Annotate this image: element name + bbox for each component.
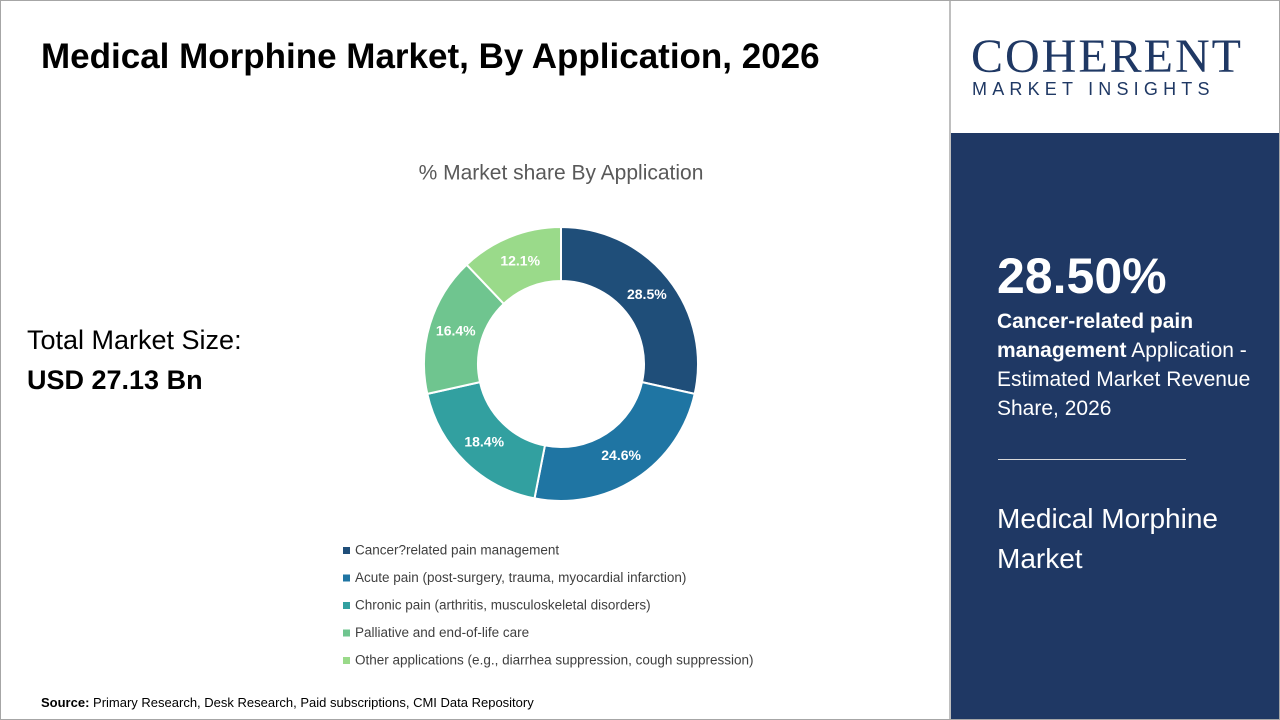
pie-slice bbox=[560, 225, 699, 396]
legend-swatch bbox=[343, 547, 350, 554]
data-label: 18.4% bbox=[464, 433, 504, 449]
highlight-description: Cancer-related pain management Applicati… bbox=[997, 307, 1252, 423]
pie-slice bbox=[465, 225, 562, 306]
legend-label: Acute pain (post-surgery, trauma, myocar… bbox=[355, 570, 686, 585]
legend-label: Palliative and end-of-life care bbox=[355, 625, 529, 640]
data-label: 12.1% bbox=[500, 253, 540, 269]
logo-box bbox=[949, 1, 1279, 133]
pie-slice bbox=[533, 380, 696, 502]
logo-tagline: MARKET INSIGHTS bbox=[972, 79, 1215, 99]
total-value: USD 27.13 Bn bbox=[27, 365, 203, 395]
source: Source: Primary Research, Desk Research,… bbox=[41, 695, 534, 710]
description-bold: Cancer-related pain management bbox=[997, 310, 1194, 362]
description-text: Application - Estimated Market Revenue S… bbox=[997, 339, 1251, 420]
data-label: 24.6% bbox=[601, 447, 641, 463]
source-label: Source: bbox=[41, 695, 90, 710]
legend-swatch bbox=[343, 602, 350, 609]
data-label: 16.4% bbox=[436, 323, 476, 339]
page-title: Medical Morphine Market, By Application,… bbox=[41, 37, 820, 76]
legend-swatch bbox=[343, 574, 350, 582]
source-text: Primary Research, Desk Research, Paid su… bbox=[89, 695, 534, 710]
total-label: Total Market Size: bbox=[27, 325, 242, 355]
data-label: 28.5% bbox=[627, 286, 667, 302]
logo-name: COHERENT bbox=[971, 30, 1243, 83]
legend-label: Chronic pain (arthritis, musculoskeletal… bbox=[355, 598, 651, 613]
legend-label: Other applications (e.g., diarrhea suppr… bbox=[355, 653, 753, 668]
legend-swatch bbox=[343, 629, 350, 637]
market-name: Medical Morphine Market bbox=[997, 503, 1218, 574]
legend-swatch bbox=[343, 657, 350, 664]
legend-label: Cancer?related pain management bbox=[355, 543, 559, 558]
chart-title: % Market share By Application bbox=[419, 162, 704, 185]
chart: % Market share By Application 28.5% 24.6%… bbox=[343, 162, 753, 668]
divider bbox=[998, 459, 1186, 460]
highlight-value: 28.50% bbox=[997, 248, 1167, 304]
side-panel bbox=[949, 133, 1279, 719]
